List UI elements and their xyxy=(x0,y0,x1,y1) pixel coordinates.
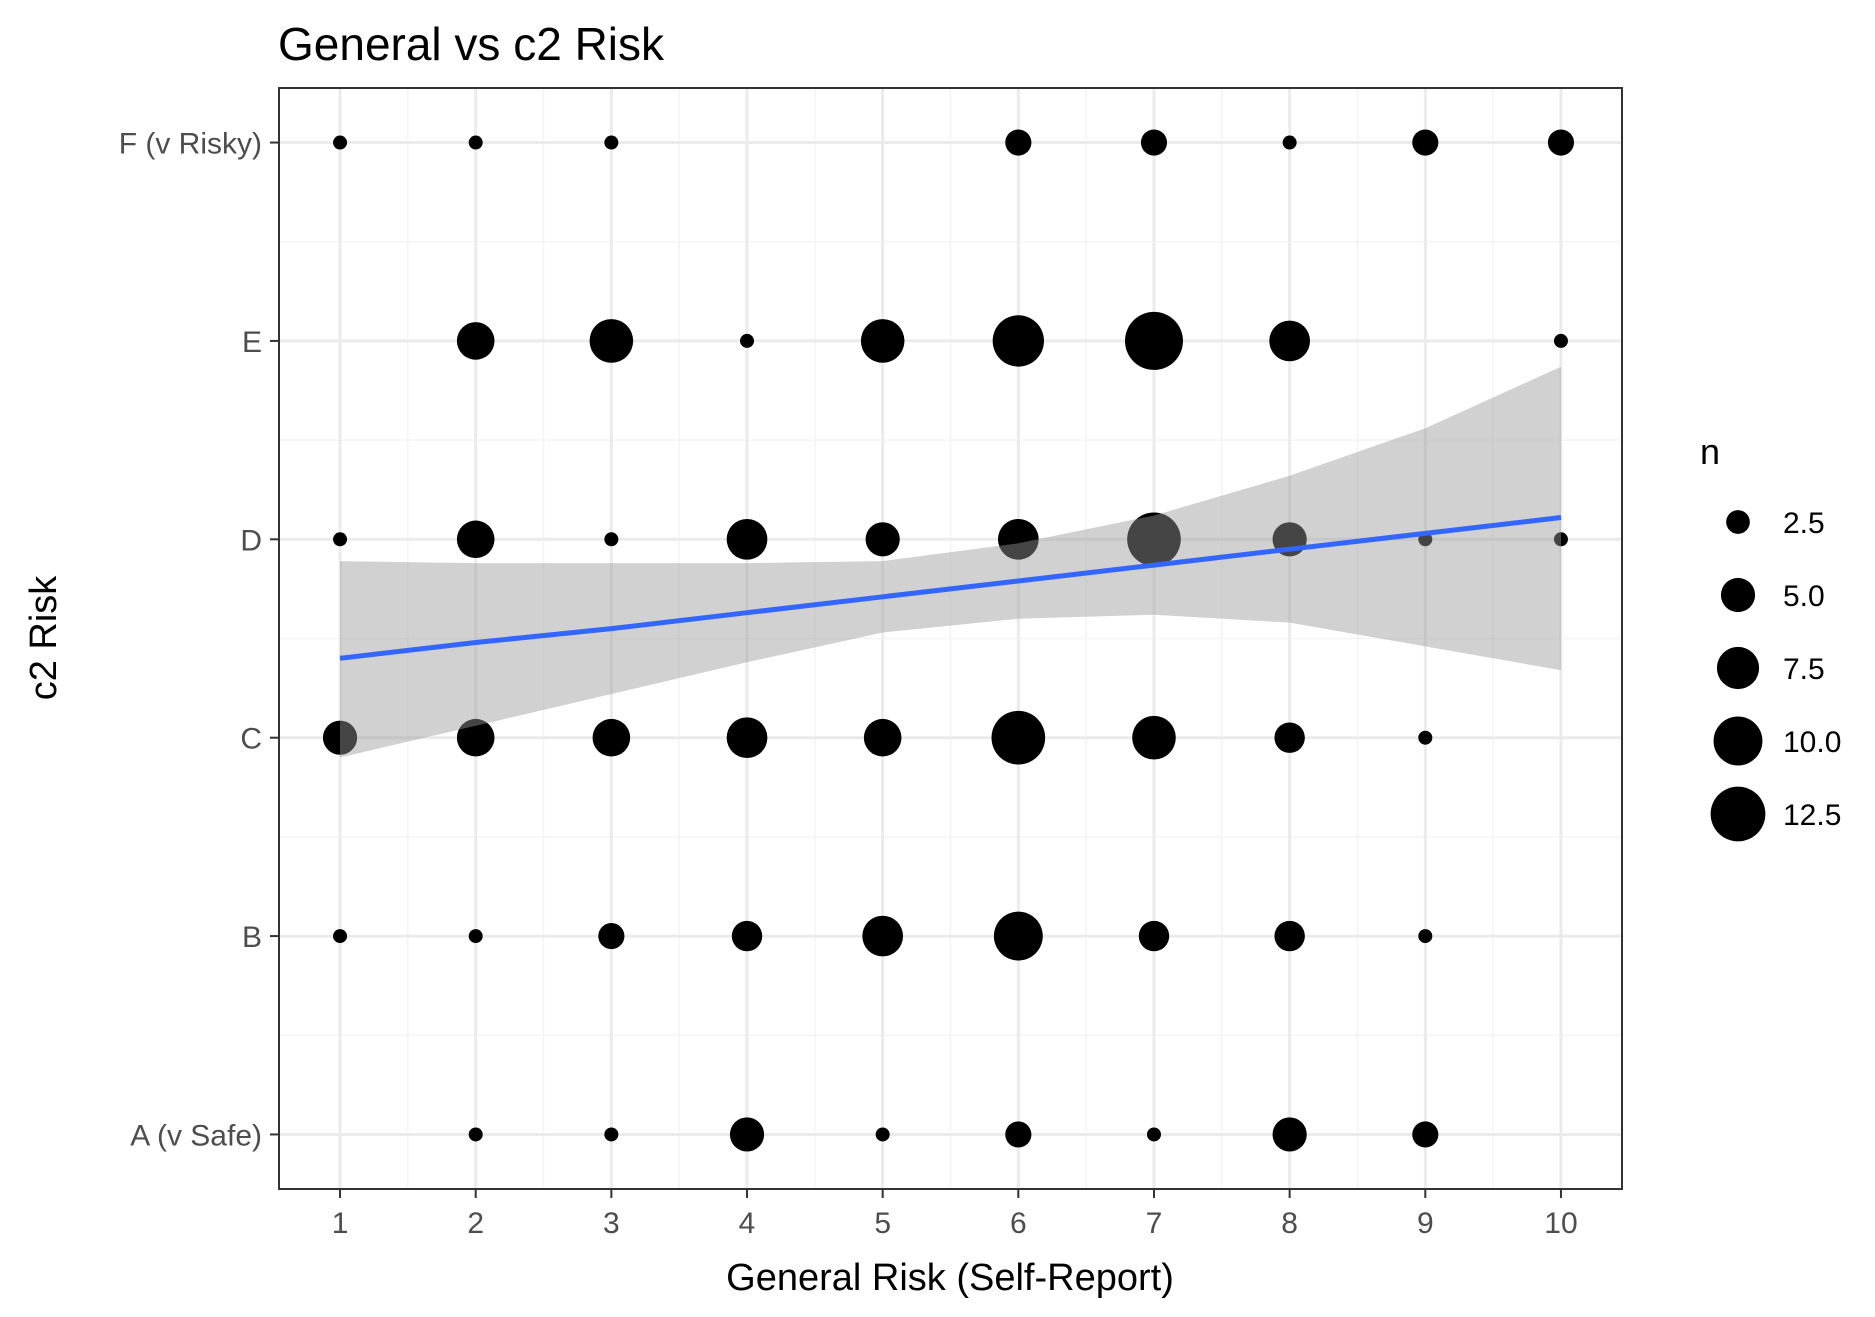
legend-key-circle xyxy=(1716,646,1760,690)
data-point xyxy=(1418,730,1433,745)
data-point xyxy=(726,717,768,759)
data-point xyxy=(592,718,631,757)
legend-label: 12.5 xyxy=(1783,799,1841,832)
data-point xyxy=(1146,1127,1161,1142)
data-point xyxy=(992,315,1044,367)
data-point xyxy=(604,1127,619,1142)
data-point xyxy=(1272,1117,1307,1152)
x-tick-label: 5 xyxy=(874,1207,891,1240)
data-point xyxy=(1418,929,1433,944)
legend-label: 7.5 xyxy=(1783,653,1825,686)
data-point xyxy=(1005,1121,1032,1148)
data-point xyxy=(726,518,768,560)
data-point xyxy=(1412,1121,1439,1148)
legend-label: 5.0 xyxy=(1783,580,1825,613)
chart-title: General vs c2 Risk xyxy=(278,18,665,70)
y-tick-label: F (v Risky) xyxy=(119,128,262,161)
y-tick-label: D xyxy=(240,524,262,557)
data-point xyxy=(456,322,495,360)
x-tick-label: 9 xyxy=(1417,1207,1434,1240)
y-tick-label: B xyxy=(242,921,262,954)
x-tick-label: 2 xyxy=(467,1207,484,1240)
legend-title: n xyxy=(1700,431,1720,472)
data-point xyxy=(456,718,495,757)
data-point xyxy=(1553,333,1568,348)
data-point xyxy=(1132,715,1176,760)
trend-layer xyxy=(339,515,1562,661)
legend-label: 10.0 xyxy=(1783,726,1841,759)
legend-key-circle xyxy=(1710,786,1766,842)
data-point xyxy=(322,720,358,755)
axes-layer: 1 2 3 4 5 6 7 8 9 10 A (v Safe) B C D E F (v Risky) xyxy=(119,128,1578,1240)
data-point xyxy=(1282,135,1297,150)
y-tick-label: A (v Safe) xyxy=(130,1119,262,1152)
data-point xyxy=(468,929,483,944)
data-point xyxy=(468,1127,483,1142)
data-point xyxy=(1274,722,1305,753)
x-tick-label: 1 xyxy=(332,1207,349,1240)
data-point xyxy=(731,920,763,952)
x-tick-label: 6 xyxy=(1010,1207,1027,1240)
data-point xyxy=(1005,129,1032,156)
data-point xyxy=(604,135,619,150)
data-point xyxy=(468,135,483,150)
data-point xyxy=(1140,129,1168,156)
x-tick-label: 10 xyxy=(1544,1207,1577,1240)
y-tick-label: E xyxy=(242,326,262,359)
panel-border xyxy=(278,87,1623,1190)
data-point xyxy=(729,1117,765,1152)
size-legend: n 2.5 5.0 7.5 10.0 12.5 xyxy=(1700,431,1841,842)
data-point xyxy=(1124,311,1183,370)
legend-key-circle xyxy=(1720,577,1756,613)
data-point xyxy=(862,915,904,957)
x-tick-label: 8 xyxy=(1281,1207,1298,1240)
points-layer xyxy=(322,129,1575,1152)
data-point xyxy=(333,532,348,547)
data-point xyxy=(993,911,1043,961)
data-point xyxy=(740,333,755,348)
data-point xyxy=(1274,920,1305,952)
data-point xyxy=(997,518,1039,560)
legend-key-circle xyxy=(1726,510,1750,534)
legend-label: 2.5 xyxy=(1783,507,1825,540)
data-point xyxy=(589,319,634,363)
data-point xyxy=(604,532,619,547)
confidence-band xyxy=(340,366,1561,758)
data-point xyxy=(865,522,900,557)
x-tick-label: 3 xyxy=(603,1207,620,1240)
data-point xyxy=(598,922,625,950)
trend-line xyxy=(339,515,1562,661)
data-point xyxy=(1127,512,1181,567)
data-point xyxy=(991,710,1046,765)
data-point xyxy=(333,135,348,150)
data-point xyxy=(1553,532,1568,547)
y-axis-title: c2 Risk xyxy=(23,575,65,701)
x-tick-label: 7 xyxy=(1146,1207,1163,1240)
data-point xyxy=(860,319,905,363)
data-point xyxy=(1412,129,1439,156)
y-tick-label: C xyxy=(240,723,262,756)
data-point xyxy=(1138,920,1170,952)
x-axis-title: General Risk (Self-Report) xyxy=(726,1257,1174,1299)
data-point xyxy=(875,1127,890,1142)
legend-key-circle xyxy=(1713,716,1763,766)
data-point xyxy=(333,929,348,944)
data-point xyxy=(863,718,902,757)
x-tick-label: 4 xyxy=(739,1207,756,1240)
data-point xyxy=(1547,129,1575,156)
data-point xyxy=(1269,320,1311,362)
data-point xyxy=(456,520,495,559)
